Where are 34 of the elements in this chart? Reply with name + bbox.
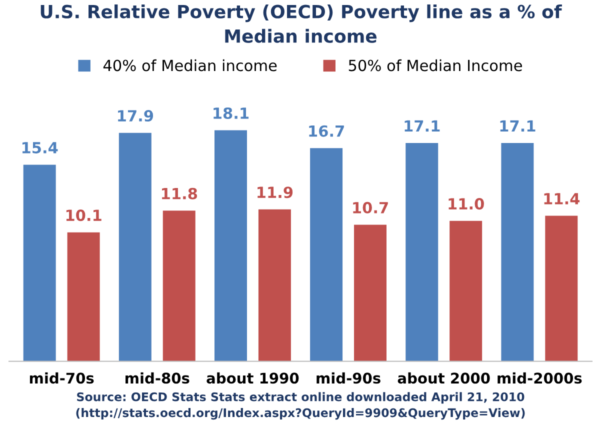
data-label: 17.1 bbox=[404, 120, 440, 132]
data-label: 16.7 bbox=[309, 125, 344, 137]
bar bbox=[118, 132, 152, 362]
data-label: 15.4 bbox=[22, 142, 58, 154]
data-label: 10.1 bbox=[66, 210, 102, 222]
x-tick-label: about 2000 bbox=[398, 372, 490, 384]
source-note: Source: OECD Stats Stats extract online downloaded April 21, 2010 (http://stats.oecd.org/Index.aspx?QueryId=9909&QueryType=View) bbox=[76, 392, 525, 420]
data-label: 17.1 bbox=[500, 120, 536, 132]
x-tick-label: mid-70s bbox=[30, 372, 94, 384]
data-label: 17.9 bbox=[118, 110, 154, 122]
bar bbox=[162, 210, 196, 362]
x-tick-label: mid-90s bbox=[316, 372, 380, 384]
x-tick-label: mid-80s bbox=[126, 372, 190, 384]
legend-label: 40% of Median income bbox=[103, 59, 277, 72]
data-label: 11.9 bbox=[258, 186, 293, 198]
data-label: 11.4 bbox=[544, 193, 580, 204]
bar bbox=[214, 130, 247, 362]
bar bbox=[450, 220, 482, 362]
bar bbox=[310, 148, 343, 362]
legend-label: 50% of Median Income bbox=[348, 59, 522, 72]
bar bbox=[67, 232, 100, 362]
bar bbox=[354, 224, 387, 362]
bar bbox=[406, 143, 438, 362]
x-tick-label: about 1990 bbox=[206, 372, 299, 384]
bar bbox=[23, 164, 56, 362]
data-label: 11.8 bbox=[162, 188, 198, 200]
bar bbox=[545, 216, 578, 362]
chart-title: U.S. Relative Poverty (OECD) Poverty line as a % of Median income bbox=[40, 4, 562, 43]
bar bbox=[258, 209, 291, 362]
x-tick-label: mid-2000s bbox=[498, 372, 582, 384]
data-label: 10.7 bbox=[353, 202, 388, 214]
data-label: 11.0 bbox=[448, 198, 484, 210]
data-label: 18.1 bbox=[214, 107, 249, 119]
bar bbox=[501, 143, 534, 362]
